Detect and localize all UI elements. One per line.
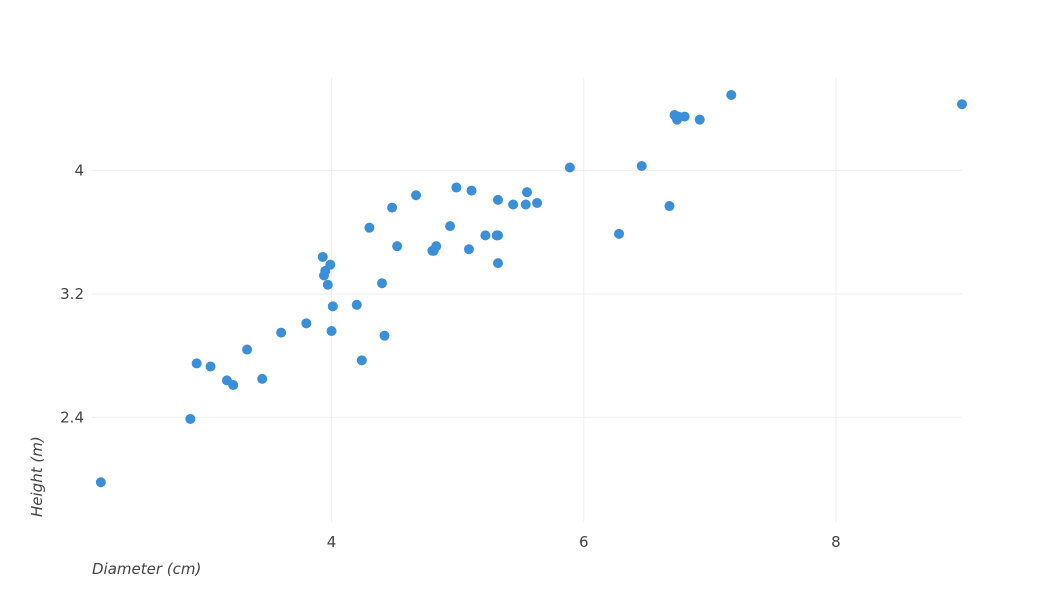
data-point[interactable] bbox=[464, 244, 474, 255]
data-point[interactable] bbox=[301, 318, 312, 329]
data-point[interactable] bbox=[466, 185, 477, 196]
data-point[interactable] bbox=[957, 99, 967, 110]
y-tick-label: 2.4 bbox=[60, 408, 84, 426]
y-tick-label: 4 bbox=[74, 162, 84, 180]
data-point[interactable] bbox=[493, 258, 503, 269]
data-point[interactable] bbox=[532, 197, 543, 208]
data-point[interactable] bbox=[242, 344, 253, 355]
data-point[interactable] bbox=[356, 355, 367, 366]
y-axis-title: Height (m) bbox=[28, 436, 46, 517]
data-point[interactable] bbox=[431, 241, 442, 252]
data-point[interactable] bbox=[493, 194, 503, 205]
data-point[interactable] bbox=[520, 199, 531, 210]
data-point[interactable] bbox=[445, 221, 456, 232]
data-point[interactable] bbox=[205, 361, 216, 372]
data-point[interactable] bbox=[564, 162, 575, 173]
data-point[interactable] bbox=[317, 251, 328, 262]
data-point[interactable] bbox=[327, 301, 338, 312]
tick-label-layer: 4 6 8 2.4 3.2 4 bbox=[60, 162, 841, 551]
y-tick-label: 3.2 bbox=[60, 285, 84, 303]
data-point[interactable] bbox=[351, 299, 362, 310]
data-point[interactable] bbox=[257, 373, 268, 384]
grid-layer bbox=[92, 78, 962, 522]
data-point[interactable] bbox=[614, 228, 625, 239]
data-point[interactable] bbox=[726, 89, 737, 100]
data-point[interactable] bbox=[185, 413, 196, 424]
data-point[interactable] bbox=[326, 326, 337, 337]
data-point[interactable] bbox=[377, 278, 387, 289]
data-point[interactable] bbox=[451, 182, 462, 193]
data-point[interactable] bbox=[322, 279, 333, 290]
data-point[interactable] bbox=[664, 201, 675, 212]
x-tick-label: 4 bbox=[327, 533, 337, 551]
data-point[interactable] bbox=[392, 241, 403, 252]
data-point[interactable] bbox=[636, 160, 647, 171]
data-point[interactable] bbox=[480, 230, 491, 241]
data-point[interactable] bbox=[493, 230, 503, 241]
x-tick-label: 6 bbox=[579, 533, 589, 551]
x-axis-title: Diameter (cm) bbox=[92, 560, 201, 578]
data-point[interactable] bbox=[694, 114, 705, 125]
x-tick-label: 8 bbox=[831, 533, 841, 551]
data-point[interactable] bbox=[191, 358, 202, 369]
data-point[interactable] bbox=[276, 327, 287, 338]
data-point[interactable] bbox=[411, 190, 422, 201]
data-point[interactable] bbox=[364, 222, 375, 233]
data-point[interactable] bbox=[379, 330, 390, 341]
data-point[interactable] bbox=[508, 199, 519, 210]
data-point[interactable] bbox=[522, 187, 532, 198]
data-point[interactable] bbox=[325, 259, 336, 270]
data-point-layer bbox=[95, 89, 967, 488]
data-point[interactable] bbox=[228, 380, 239, 391]
data-point[interactable] bbox=[95, 477, 106, 488]
data-point[interactable] bbox=[679, 111, 690, 122]
data-point[interactable] bbox=[387, 202, 398, 213]
